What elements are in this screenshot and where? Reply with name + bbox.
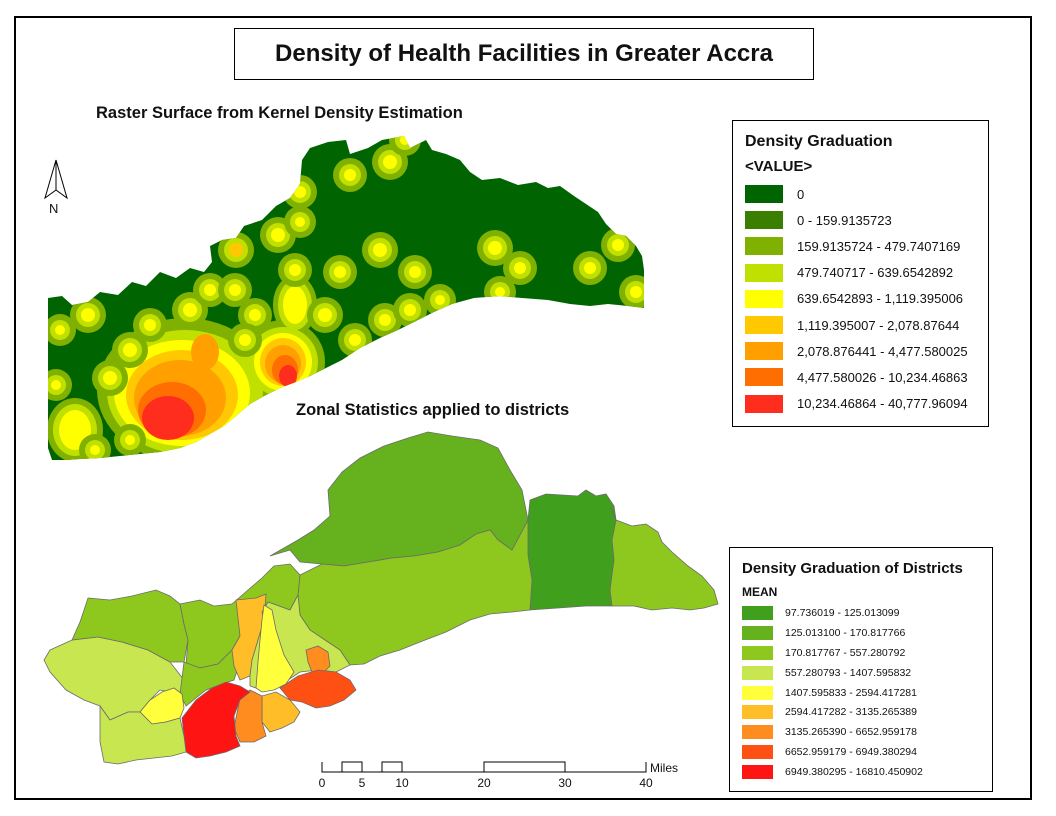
- district-legend-label: 6652.959179 - 6949.380294: [785, 746, 917, 759]
- zonal-subtitle: Zonal Statistics applied to districts: [296, 401, 570, 419]
- raster-legend-swatch: [745, 289, 783, 308]
- district-legend-item: 170.817767 - 557.280792: [742, 643, 992, 663]
- raster-legend-swatch: [745, 237, 783, 256]
- raster-legend-swatch: [745, 394, 783, 413]
- district-legend-item: 6652.959179 - 6949.380294: [742, 742, 992, 762]
- scale-tick-label: 40: [639, 776, 653, 790]
- district-accra-metro: [181, 681, 251, 759]
- district-ashaiman-small: [305, 645, 331, 675]
- district-far-east: [609, 505, 719, 611]
- district-legend-item: 97.736019 - 125.013099: [742, 603, 992, 623]
- district-legend-item: 3135.265390 - 6652.959178: [742, 722, 992, 742]
- raster-legend-label: 10,234.46864 - 40,777.96094: [797, 396, 968, 412]
- district-legend-swatch: [742, 685, 773, 700]
- district-choropleth: [43, 431, 719, 765]
- raster-hotspots: [48, 136, 644, 460]
- scale-tick-label: 0: [318, 776, 326, 790]
- scale-bar: [321, 761, 647, 773]
- district-legend-swatch: [742, 765, 773, 780]
- district-legend-label: 1407.595833 - 2594.417281: [785, 686, 917, 699]
- raster-legend-item: 479.740717 - 639.6542892: [745, 260, 988, 286]
- scale-tick-label: 30: [558, 776, 572, 790]
- raster-legend-label: 1,119.395007 - 2,078.87644: [797, 317, 960, 333]
- raster-legend: Density Graduation <VALUE> 0 0 - 159.9135…: [732, 120, 989, 427]
- raster-legend-label: 2,078.876441 - 4,477.580025: [797, 343, 968, 359]
- raster-legend-item: 2,078.876441 - 4,477.580025: [745, 338, 988, 364]
- district-yellow: [255, 604, 295, 693]
- raster-legend-label: 0 - 159.9135723: [797, 212, 892, 228]
- raster-legend-swatch: [745, 185, 783, 204]
- district-legend-swatch: [742, 745, 773, 760]
- district-ledzokuku: [261, 691, 301, 733]
- raster-subtitle: Raster Surface from Kernel Density Estim…: [96, 104, 463, 122]
- scale-tick-label: 20: [477, 776, 491, 790]
- district-legend-item: 2594.417282 - 3135.265389: [742, 702, 992, 722]
- district-legend-swatch: [742, 605, 773, 620]
- district-legend-label: 6949.380295 - 16810.450902: [785, 766, 923, 779]
- raster-legend-swatch: [745, 263, 783, 282]
- raster-legend-swatch: [745, 316, 783, 335]
- district-legend-swatch: [742, 665, 773, 680]
- raster-legend-item: 639.6542893 - 1,119.395006: [745, 286, 988, 312]
- district-legend: Density Graduation of Districts MEAN 97.…: [729, 547, 993, 792]
- map-title: Density of Health Facilities in Greater …: [234, 28, 814, 80]
- scale-tick-label: 10: [395, 776, 409, 790]
- raster-legend-item: 0: [745, 181, 988, 207]
- raster-legend-item: 10,234.46864 - 40,777.96094: [745, 391, 988, 417]
- district-legend-label: 3135.265390 - 6652.959178: [785, 726, 917, 739]
- district-legend-label: 170.817767 - 557.280792: [785, 646, 906, 659]
- north-arrow-label: N: [49, 201, 59, 216]
- district-legend-item: 557.280793 - 1407.595832: [742, 663, 992, 683]
- raster-legend-swatch: [745, 368, 783, 387]
- raster-legend-title: Density Graduation: [745, 133, 893, 150]
- district-mid-west: [179, 649, 239, 707]
- district-legend-swatch: [742, 625, 773, 640]
- district-legend-field: MEAN: [742, 585, 778, 599]
- raster-legend-swatch: [745, 211, 783, 230]
- district-legend-label: 125.013100 - 170.817766: [785, 626, 906, 639]
- raster-legend-label: 4,477.580026 - 10,234.46863: [797, 369, 968, 385]
- district-legend-title: Density Graduation of Districts: [742, 560, 963, 577]
- district-legend-item: 1407.595833 - 2594.417281: [742, 683, 992, 703]
- district-legend-label: 2594.417282 - 3135.265389: [785, 706, 917, 719]
- district-legend-label: 97.736019 - 125.013099: [785, 606, 900, 619]
- scale-tick-label: 5: [358, 776, 366, 790]
- scale-units-label: Miles: [650, 761, 679, 775]
- district-northeast-dark: [527, 489, 617, 611]
- raster-legend-item: 0 - 159.9135723: [745, 207, 988, 233]
- district-legend-swatch: [742, 725, 773, 740]
- raster-legend-item: 1,119.395007 - 2,078.87644: [745, 312, 988, 338]
- district-tema: [279, 669, 357, 709]
- district-legend-item: 6949.380295 - 16810.450902: [742, 762, 992, 782]
- raster-legend-field: <VALUE>: [745, 158, 813, 175]
- raster-legend-swatch: [745, 342, 783, 361]
- district-west-2: [71, 589, 189, 663]
- north-arrow-icon: [44, 159, 68, 200]
- raster-legend-item: 159.9135724 - 479.7407169: [745, 233, 988, 259]
- district-legend-swatch: [742, 645, 773, 660]
- district-legend-label: 557.280793 - 1407.595832: [785, 666, 912, 679]
- district-southwest: [99, 704, 187, 765]
- map-frame: [14, 16, 1032, 800]
- raster-legend-label: 159.9135724 - 479.7407169: [797, 238, 961, 254]
- district-legend-item: 125.013100 - 170.817766: [742, 623, 992, 643]
- raster-legend-label: 0: [797, 186, 805, 202]
- raster-legend-item: 4,477.580026 - 10,234.46863: [745, 364, 988, 390]
- raster-legend-label: 639.6542893 - 1,119.395006: [797, 291, 964, 307]
- district-legend-swatch: [742, 705, 773, 720]
- raster-legend-label: 479.740717 - 639.6542892: [797, 265, 954, 281]
